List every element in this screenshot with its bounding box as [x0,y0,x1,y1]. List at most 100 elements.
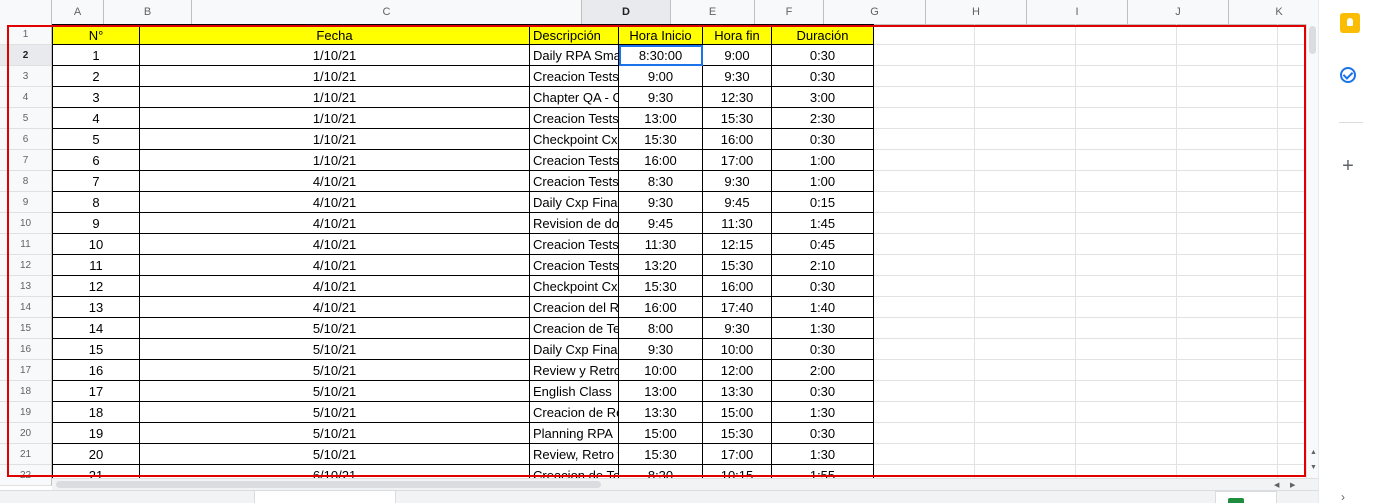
table-cell[interactable]: 12 [52,276,140,297]
tasks-icon[interactable] [1340,67,1356,83]
empty-cell[interactable] [1076,66,1177,87]
table-cell[interactable]: Creacion Tests Formulario GE para Grupos… [530,234,619,255]
empty-cell[interactable] [1177,45,1278,66]
empty-cell[interactable] [874,171,975,192]
empty-cell[interactable] [1076,423,1177,444]
table-cell[interactable]: 4 [52,108,140,129]
row-header[interactable]: 20 [0,423,52,444]
table-cell[interactable]: 13 [52,297,140,318]
column-header-i[interactable]: I [1027,0,1128,24]
table-cell[interactable]: 3 [52,87,140,108]
table-cell[interactable]: Daily Cxp Finanzas [530,192,619,213]
table-cell[interactable]: 15:00 [619,423,703,444]
empty-cell[interactable] [874,24,975,45]
table-cell[interactable]: 10:00 [703,339,772,360]
empty-cell[interactable] [1177,108,1278,129]
empty-cell[interactable] [975,339,1076,360]
empty-cell[interactable] [1076,108,1177,129]
table-cell[interactable]: Review y Retro CoE RPA [530,360,619,381]
table-cell[interactable]: 1/10/21 [140,150,530,171]
table-cell[interactable]: 15:30 [619,276,703,297]
table-cell[interactable]: 1/10/21 [140,108,530,129]
table-cell[interactable]: 15:30 [703,108,772,129]
table-cell[interactable]: 4/10/21 [140,213,530,234]
empty-cell[interactable] [975,402,1076,423]
table-cell[interactable]: 9:30 [619,339,703,360]
empty-cell[interactable] [1278,402,1318,423]
empty-cell[interactable] [975,234,1076,255]
column-header-e[interactable]: E [671,0,755,24]
table-cell[interactable]: 19 [52,423,140,444]
horizontal-scrollbar[interactable]: ◀ ▶ [52,478,1318,491]
empty-cell[interactable] [975,45,1076,66]
table-cell[interactable]: 1 [52,45,140,66]
column-header-a[interactable]: A [52,0,104,24]
empty-cell[interactable] [1076,150,1177,171]
table-cell[interactable]: 5 [52,129,140,150]
empty-cell[interactable] [1076,276,1177,297]
table-cell[interactable]: Review, Retro y Planing Finanzas CxP [530,444,619,465]
header-cell[interactable]: Hora Inicio [619,24,703,45]
empty-cell[interactable] [1076,444,1177,465]
table-cell[interactable]: Creacion Tests con UiPath [530,66,619,87]
scroll-up-arrow-icon[interactable]: ▲ [1310,449,1317,456]
empty-cell[interactable] [1076,171,1177,192]
empty-cell[interactable] [1076,24,1177,45]
empty-cell[interactable] [1076,381,1177,402]
table-cell[interactable]: 0:30 [772,423,874,444]
table-cell[interactable]: 17:00 [703,444,772,465]
row-header[interactable]: 13 [0,276,52,297]
empty-cell[interactable] [1278,444,1318,465]
table-cell[interactable]: 0:30 [772,45,874,66]
empty-cell[interactable] [874,87,975,108]
keep-icon[interactable] [1340,13,1360,33]
table-cell[interactable]: 0:15 [772,192,874,213]
scroll-right-arrow-icon[interactable]: ▶ [1290,482,1296,489]
row-header[interactable]: 6 [0,129,52,150]
empty-cell[interactable] [1076,234,1177,255]
table-cell[interactable]: Checkpoint CxP [530,129,619,150]
row-header[interactable]: 9 [0,192,52,213]
empty-cell[interactable] [1177,213,1278,234]
empty-cell[interactable] [975,360,1076,381]
column-header-j[interactable]: J [1128,0,1229,24]
empty-cell[interactable] [975,150,1076,171]
row-header[interactable]: 22 [0,465,52,486]
table-cell[interactable]: 5/10/21 [140,423,530,444]
empty-cell[interactable] [1278,24,1318,45]
row-header[interactable]: 11 [0,234,52,255]
table-cell[interactable]: 1:00 [772,171,874,192]
empty-cell[interactable] [975,66,1076,87]
empty-cell[interactable] [874,444,975,465]
table-cell[interactable]: 17:40 [703,297,772,318]
horizontal-scroll-thumb[interactable] [56,481,601,488]
table-cell[interactable]: 9:00 [703,45,772,66]
table-cell[interactable]: Creacion Tests con UiPath para Consumos … [530,150,619,171]
empty-cell[interactable] [1177,66,1278,87]
table-cell[interactable]: 7 [52,171,140,192]
empty-cell[interactable] [1177,381,1278,402]
empty-cell[interactable] [975,255,1076,276]
empty-cell[interactable] [1076,339,1177,360]
empty-cell[interactable] [1177,255,1278,276]
table-cell[interactable]: Creacion Tests Formulario GE para Grupos… [530,171,619,192]
table-cell[interactable]: 2 [52,66,140,87]
table-cell[interactable]: 16 [52,360,140,381]
empty-cell[interactable] [1177,360,1278,381]
table-cell[interactable]: 5/10/21 [140,339,530,360]
table-cell[interactable]: 14 [52,318,140,339]
table-cell[interactable]: 15 [52,339,140,360]
empty-cell[interactable] [1278,45,1318,66]
empty-cell[interactable] [1177,402,1278,423]
table-cell[interactable]: 12:30 [703,87,772,108]
table-cell[interactable]: Chapter QA - Cedex Planeacion Trimestral [530,87,619,108]
empty-cell[interactable] [874,297,975,318]
table-cell[interactable]: 15:00 [703,402,772,423]
table-cell[interactable]: 8:30:00 [619,45,703,66]
empty-cell[interactable] [975,87,1076,108]
row-header[interactable]: 8 [0,171,52,192]
vertical-scrollbar[interactable]: ▲ ▼ [1306,24,1318,478]
table-cell[interactable]: 13:00 [619,108,703,129]
table-cell[interactable]: 16:00 [703,129,772,150]
table-cell[interactable]: 1/10/21 [140,129,530,150]
